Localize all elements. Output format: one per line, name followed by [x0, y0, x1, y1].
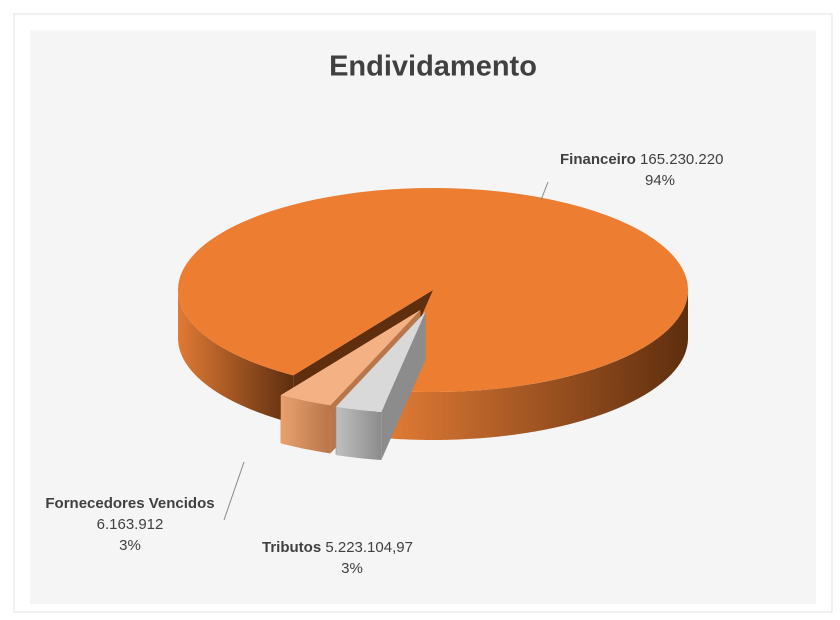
value-label: 165.230.220: [640, 151, 723, 168]
leader-line: [540, 181, 549, 201]
slice: [335, 311, 426, 413]
pie: [177, 187, 688, 461]
value-label: 6.163.912: [97, 516, 164, 533]
percent-label: 3%: [119, 537, 141, 554]
category-label: Tributos: [262, 539, 321, 556]
percent-label: 94%: [645, 172, 675, 189]
slice-side: [336, 407, 382, 461]
slice: [280, 309, 421, 406]
category-label: Financeiro: [560, 151, 636, 168]
data-label: Tributos 5.223.104,97: [262, 539, 413, 556]
percent-label: 3%: [341, 560, 363, 577]
chart-title: Endividamento: [329, 51, 537, 83]
slice-side: [389, 290, 688, 440]
slice-side: [178, 290, 294, 424]
slice-side: [280, 395, 331, 454]
data-label: Financeiro 165.230.220: [560, 151, 723, 168]
slice: [177, 187, 688, 392]
slice-cut-face: [381, 311, 426, 461]
value-label: 5.223.104,97: [325, 539, 413, 556]
category-label: Fornecedores Vencidos: [45, 495, 214, 512]
leader-line: [223, 461, 245, 521]
